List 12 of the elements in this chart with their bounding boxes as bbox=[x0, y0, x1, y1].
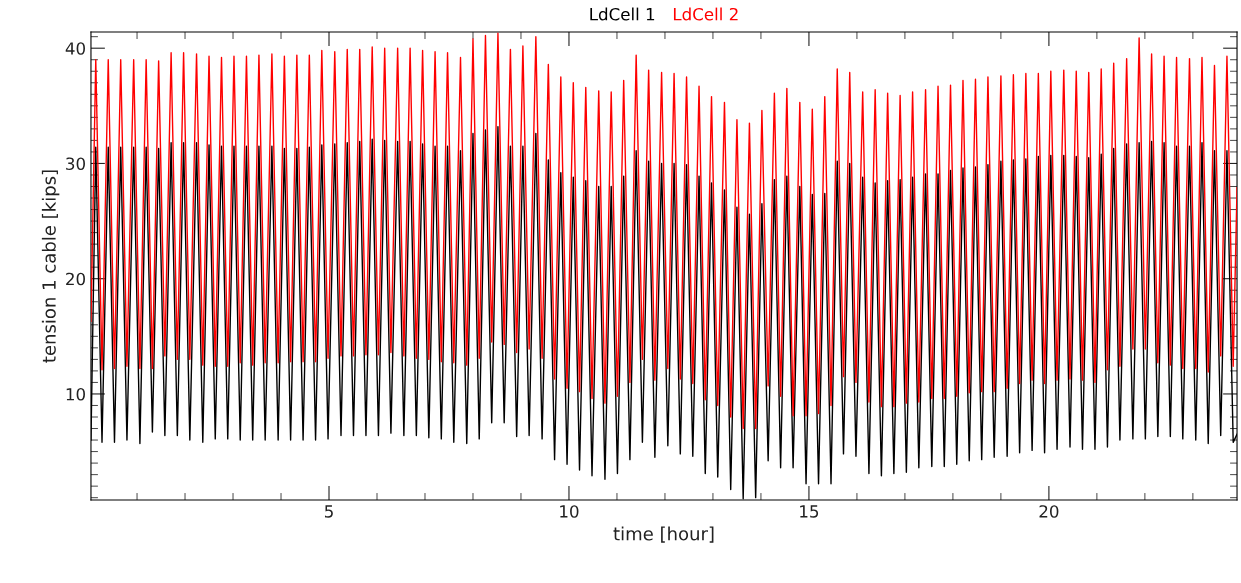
text: LdCell 2 bbox=[673, 7, 738, 21]
y-tick-label: 10 bbox=[66, 387, 85, 401]
y-axis-title: tension 1 cable [kips] bbox=[41, 170, 60, 363]
x-tick-label: 15 bbox=[800, 505, 819, 518]
y-tick-label: 40 bbox=[65, 42, 85, 55]
x-tick-label: 5 bbox=[324, 505, 333, 518]
x-axis-title: time [hour] bbox=[613, 526, 714, 543]
text: LdCell 1 bbox=[590, 7, 655, 21]
y-tick-label: 20 bbox=[66, 272, 85, 286]
x-tick-label: 20 bbox=[1039, 505, 1059, 518]
y-tick-label: 30 bbox=[66, 157, 85, 171]
x-tick-label: 10 bbox=[560, 505, 579, 518]
